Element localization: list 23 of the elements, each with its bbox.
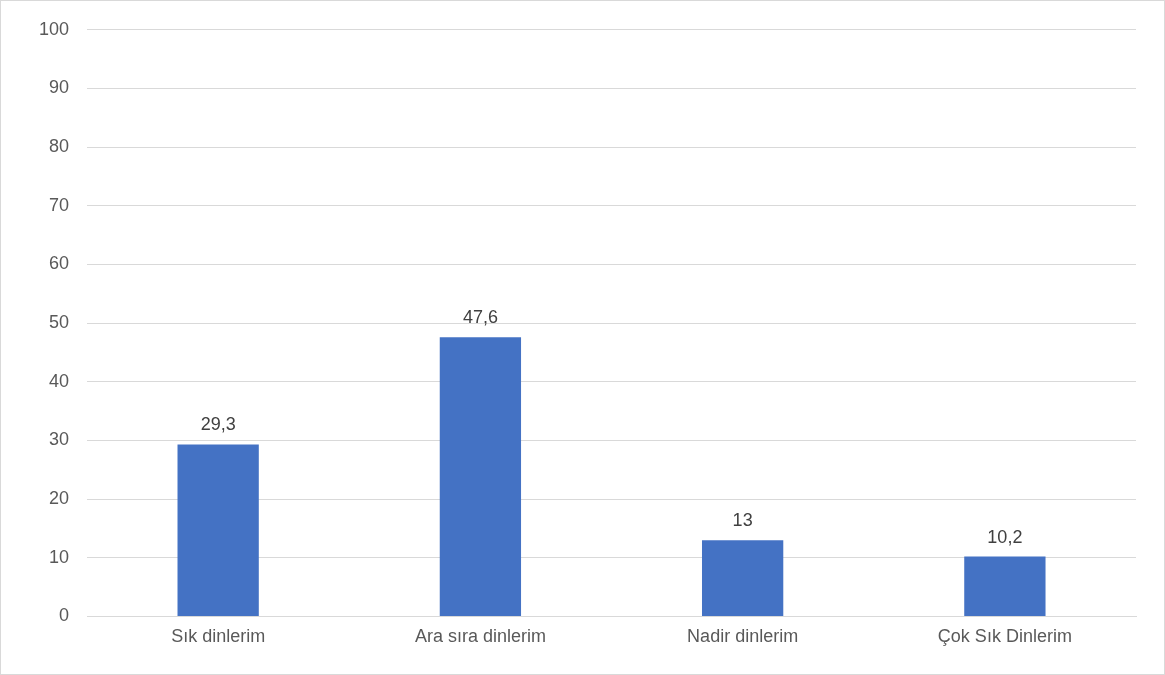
y-tick-label: 30 — [49, 429, 70, 450]
y-tick-label: 60 — [49, 253, 70, 274]
y-tick-label: 50 — [49, 312, 70, 333]
data-label: 13 — [732, 510, 753, 531]
y-tick-label: 20 — [49, 488, 70, 509]
data-label: 47,6 — [462, 307, 498, 328]
x-tick-label: Ara sıra dinlerim — [414, 626, 546, 647]
bar — [177, 444, 259, 616]
x-tick-label: Sık dinlerim — [171, 626, 266, 647]
y-tick-label: 70 — [49, 194, 70, 215]
y-tick-label: 10 — [49, 546, 70, 567]
y-tick-label: 80 — [49, 136, 70, 157]
y-tick-label: 0 — [59, 605, 70, 626]
bar — [439, 337, 522, 616]
x-tick-label: Çok Sık Dinlerim — [937, 626, 1072, 647]
data-label: 29,3 — [200, 414, 236, 435]
y-tick-label: 100 — [38, 18, 70, 39]
x-tick-label: Nadir dinlerim — [687, 626, 799, 647]
y-tick-label: 40 — [49, 370, 70, 391]
bar — [701, 540, 784, 616]
y-tick-label: 90 — [49, 77, 70, 98]
bar — [964, 556, 1046, 616]
data-label: 10,2 — [987, 526, 1023, 547]
